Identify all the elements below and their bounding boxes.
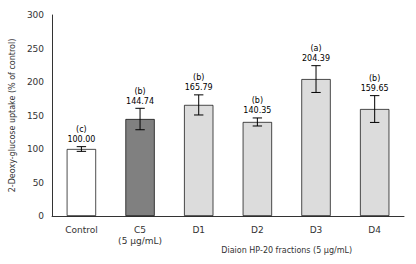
svg-text:150: 150 [27,111,44,121]
svg-text:(b): (b) [193,73,204,82]
svg-text:100: 100 [27,144,44,154]
svg-text:Diaion HP-20 fractions (5 μg/m: Diaion HP-20 fractions (5 μg/mL) [221,246,352,255]
svg-text:(5 μg/mL): (5 μg/mL) [118,236,162,246]
svg-text:300: 300 [27,10,44,20]
svg-text:250: 250 [27,44,44,54]
svg-text:100.00: 100.00 [67,135,95,144]
svg-text:(b): (b) [252,96,263,105]
svg-text:200: 200 [27,77,44,87]
svg-text:(a): (a) [310,44,321,53]
svg-text:D3: D3 [310,225,323,235]
svg-text:50: 50 [33,178,45,188]
svg-text:0: 0 [38,211,44,221]
svg-text:144.74: 144.74 [126,97,154,106]
svg-text:C5: C5 [134,225,146,235]
svg-text:D2: D2 [251,225,264,235]
svg-text:D1: D1 [192,225,205,235]
svg-text:Control: Control [65,225,98,235]
svg-text:D4: D4 [368,225,381,235]
svg-text:2-Deoxy-glucose uptake (% of c: 2-Deoxy-glucose uptake (% of control) [8,39,17,193]
svg-text:(b): (b) [369,74,380,83]
svg-text:204.39: 204.39 [302,54,330,63]
svg-text:(c): (c) [76,125,87,134]
svg-text:(b): (b) [134,87,145,96]
svg-text:165.79: 165.79 [185,83,213,92]
svg-text:159.65: 159.65 [361,84,389,93]
svg-text:140.35: 140.35 [243,106,271,115]
